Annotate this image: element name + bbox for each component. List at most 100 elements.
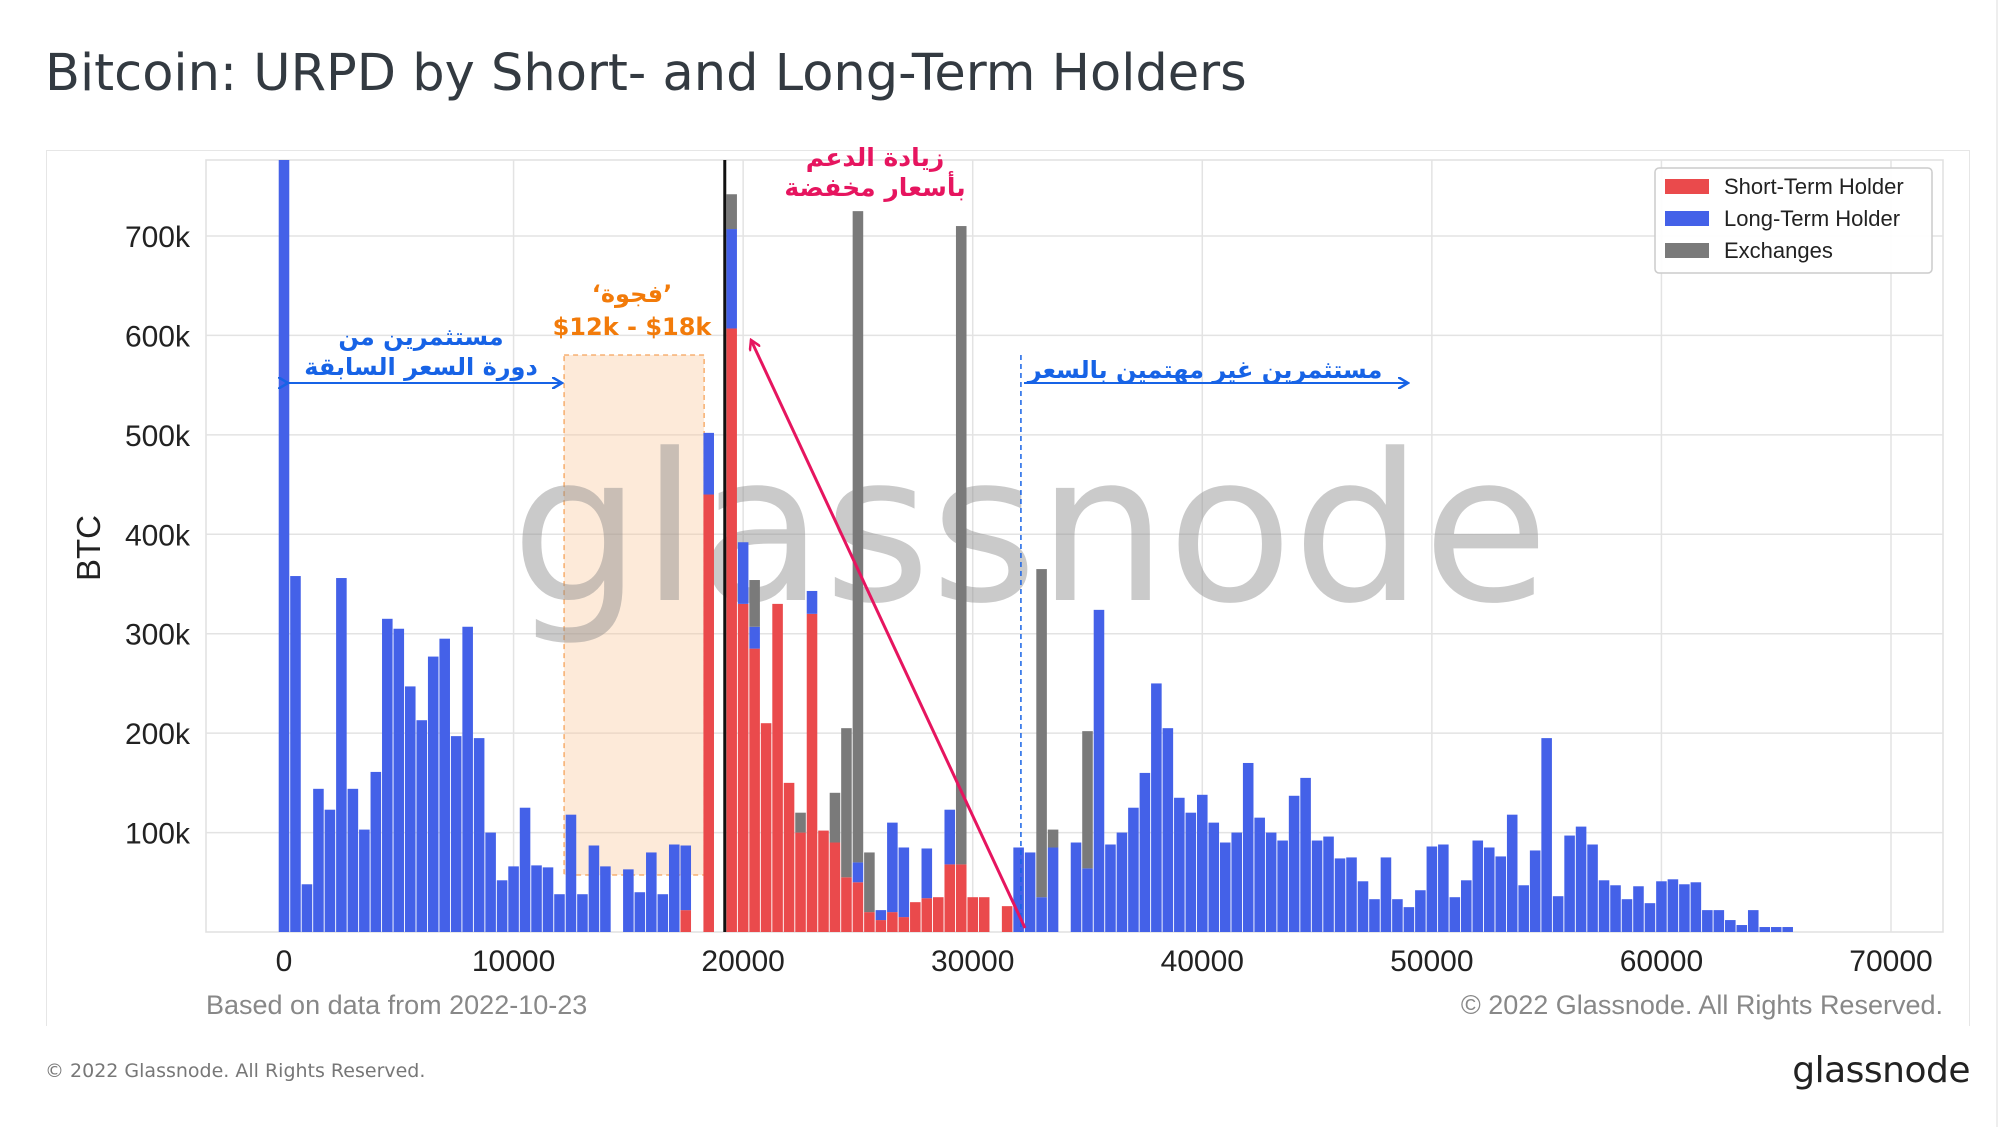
lth-bar [473, 738, 485, 932]
sth-bar [829, 842, 841, 932]
lth-bar [1254, 817, 1265, 932]
gap-annotation-range: $12k - $18k [553, 313, 713, 341]
legend-swatch [1665, 179, 1709, 194]
lth-bar [531, 865, 542, 932]
lth-bar [657, 894, 669, 932]
glassnode-logo: glassnode [1792, 1050, 1970, 1091]
lth-bar [1047, 847, 1059, 932]
legend-label: Long-Term Holder [1724, 206, 1900, 231]
chart-copyright-note: © 2022 Glassnode. All Rights Reserved. [1461, 990, 1943, 1020]
lth-bar [1185, 812, 1197, 932]
lth-bar [565, 814, 577, 932]
lth-bar [1644, 903, 1656, 932]
lth-bar [1426, 846, 1438, 932]
lth-bar [1093, 609, 1105, 932]
lth-bar [646, 852, 657, 932]
lth-bar [1702, 910, 1713, 932]
lth-bar [668, 844, 680, 932]
lth-bar [324, 809, 336, 932]
lth-bar [462, 626, 473, 932]
lth-bar [1036, 897, 1047, 932]
legend-layer: Short-Term Holder Long-Term Holder Exchang… [1654, 167, 1933, 274]
lth-bar [1380, 857, 1392, 932]
sth-bar [806, 613, 818, 932]
lth-bar [382, 618, 393, 932]
lth-bar [496, 880, 508, 932]
lth-bar [1770, 927, 1782, 932]
exchange-bar [829, 792, 841, 843]
lth-bar [852, 862, 864, 883]
lth-bar [1151, 683, 1162, 932]
exchange-bar [841, 728, 852, 878]
lth-bar [416, 720, 428, 932]
exchange-bar [795, 812, 806, 833]
lth-bar [1656, 881, 1667, 932]
bars-layer [278, 160, 1793, 932]
lth-bar [508, 866, 519, 932]
y-tick-label: 100k [125, 818, 191, 851]
price-insensitive-annotation: مستثمرين غير مهتمين بالسعر [1027, 356, 1383, 384]
lth-bar [1392, 899, 1403, 932]
lth-bar [1495, 856, 1507, 932]
lth-bar [634, 892, 646, 932]
lth-bar [393, 628, 405, 932]
sth-bar [703, 494, 714, 932]
lth-bar [1277, 840, 1288, 932]
x-tick-label: 70000 [1849, 945, 1932, 978]
sth-bar [887, 912, 898, 932]
lth-bar [806, 590, 818, 614]
sth-bar [967, 897, 978, 932]
sth-bar [783, 782, 795, 932]
lth-bar [1759, 927, 1771, 932]
lth-bar [1024, 852, 1036, 932]
lth-bar [887, 822, 898, 913]
sth-bar [841, 877, 852, 932]
lth-bar [1518, 885, 1529, 932]
lth-bar [1483, 847, 1495, 932]
exchange-bar [852, 211, 864, 863]
y-tick-label: 500k [125, 420, 191, 453]
exchange-bar [726, 194, 737, 230]
lth-bar [450, 736, 462, 932]
lth-bar [1242, 762, 1254, 932]
lth-bar [1208, 822, 1220, 932]
gap-region-layer [563, 354, 705, 876]
lth-bar [921, 848, 933, 899]
lth-bar [1713, 910, 1725, 932]
lth-bar [898, 847, 910, 918]
lth-bar [600, 866, 611, 932]
sth-bar [680, 910, 692, 932]
exchange-bar [955, 226, 967, 865]
lth-bar [439, 638, 450, 932]
lth-bar [1403, 907, 1415, 932]
lth-bar [1472, 840, 1484, 932]
lth-bar [737, 542, 749, 604]
legend-box [1654, 167, 1933, 274]
exchange-bar [1082, 731, 1093, 869]
lth-bar [1587, 844, 1598, 932]
lth-bar [290, 576, 301, 932]
exchange-bar [1047, 829, 1059, 848]
lth-bar [1575, 826, 1587, 932]
legend-swatch [1665, 243, 1709, 258]
sth-bar [795, 832, 806, 932]
lth-bar [1265, 832, 1277, 932]
lth-bar [1128, 807, 1139, 932]
lth-bar [1070, 842, 1082, 932]
watermark-text: glassnode [511, 411, 1549, 649]
lth-bar [1633, 886, 1644, 932]
lth-bar [427, 656, 439, 932]
sth-bar [910, 902, 921, 932]
axes-layer: 100k 200k 300k 400k 500k 600k 700k 0 10000 20000 3… [70, 221, 1943, 1020]
lth-bar [485, 832, 496, 932]
lth-bar [359, 829, 370, 932]
lth-bar [749, 626, 760, 649]
sth-bar [760, 723, 772, 932]
lth-bar [1564, 835, 1575, 932]
sth-bar [1001, 906, 1013, 932]
lth-bar [1667, 879, 1679, 932]
lth-bar [1506, 814, 1518, 932]
frame-edge [1996, 0, 1998, 1127]
lth-bar [542, 867, 554, 932]
gap-annotation-title: ’فجوة‘ [592, 280, 672, 308]
